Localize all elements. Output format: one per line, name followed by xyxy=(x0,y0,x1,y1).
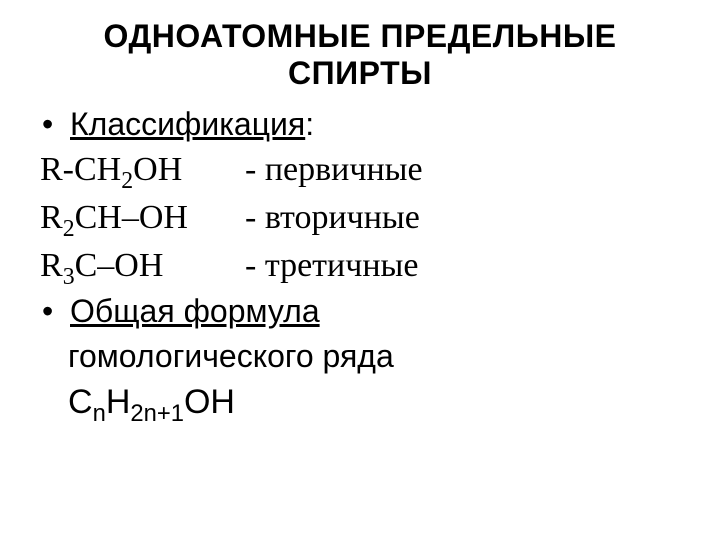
title-line-1: ОДНОАТОМНЫЕ ПРЕДЕЛЬНЫЕ xyxy=(103,18,616,54)
classification-item: • Классификация: R-CH2OH - первичные R2C… xyxy=(40,102,680,290)
general-formula-item: • Общая формула гомологического ряда CnH… xyxy=(40,289,680,426)
slide-body: • Классификация: R-CH2OH - первичные R2C… xyxy=(40,102,680,427)
general-line-2: гомологического ряда xyxy=(68,334,680,379)
bullet-icon: • xyxy=(40,289,70,334)
slide: ОДНОАТОМНЫЕ ПРЕДЕЛЬНЫЕ СПИРТЫ • Классифи… xyxy=(0,0,720,540)
formula-left-2: R2CH–OH xyxy=(40,194,245,242)
bullet-icon: • xyxy=(40,102,70,147)
formula-row-3: R3C–OH - третичные xyxy=(40,242,680,290)
classification-label-wrap: Классификация: xyxy=(70,102,680,147)
title-line-2: СПИРТЫ xyxy=(288,55,432,91)
content-list: • Классификация: R-CH2OH - первичные R2C… xyxy=(40,102,680,427)
classification-label: Классификация xyxy=(70,106,305,142)
formula-right-1: - первичные xyxy=(245,146,680,194)
general-label-wrap: Общая формула xyxy=(70,289,680,334)
formula-table: R-CH2OH - первичные R2CH–OH - вторичные … xyxy=(40,146,680,289)
formula-left-3: R3C–OH xyxy=(40,242,245,290)
formula-row-1: R-CH2OH - первичные xyxy=(40,146,680,194)
formula-row-2: R2CH–OH - вторичные xyxy=(40,194,680,242)
slide-title: ОДНОАТОМНЫЕ ПРЕДЕЛЬНЫЕ СПИРТЫ xyxy=(40,18,680,92)
formula-right-3: - третичные xyxy=(245,242,680,290)
classification-bullet-row: • Классификация: xyxy=(40,102,680,147)
classification-colon: : xyxy=(305,106,314,142)
formula-right-2: - вторичные xyxy=(245,194,680,242)
general-bullet-row: • Общая формула xyxy=(40,289,680,334)
general-label: Общая формула xyxy=(70,293,320,329)
general-formula: CnH2n+1OH xyxy=(68,379,680,427)
formula-left-1: R-CH2OH xyxy=(40,146,245,194)
